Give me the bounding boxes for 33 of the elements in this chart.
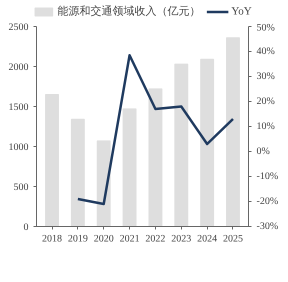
x-tick-label: 2019	[68, 234, 88, 244]
y2-tick-label: 50%	[256, 22, 275, 34]
bar	[148, 88, 162, 226]
bar	[122, 108, 137, 226]
x-tick-label: 2020	[94, 234, 114, 244]
line-series	[76, 54, 234, 206]
x-tick-label: 2021	[120, 234, 140, 244]
y-tick-label: 0	[24, 222, 28, 233]
x-tick-label: 2025	[222, 234, 243, 244]
y2-tick-label: 20%	[256, 96, 275, 107]
y-tick-label: 1500	[8, 102, 28, 113]
y-tick-label: 2000	[8, 62, 28, 73]
y-tick-label: 500	[14, 182, 28, 193]
y2-tick-label: 0%	[256, 146, 270, 157]
legend-label: YoY	[231, 5, 252, 17]
y2-tick-label: -10%	[256, 171, 278, 182]
bar	[174, 64, 188, 226]
y2-tick-label: -20%	[256, 196, 278, 207]
bar	[70, 118, 85, 226]
bar	[226, 37, 240, 226]
bar	[45, 94, 59, 226]
y2-tick-label: 30%	[256, 71, 275, 82]
y2-tick-label: -30%	[256, 221, 278, 232]
x-tick-label: 2018	[42, 234, 62, 244]
y2-tick-label: 40%	[256, 46, 275, 57]
x-tick-label: 2024	[197, 234, 218, 244]
y2-tick-label: 10%	[256, 121, 275, 132]
x-tick-label: 2022	[145, 234, 166, 244]
legend-label: 能源和交通领域收入（亿元）	[57, 4, 200, 18]
y-tick-label: 1000	[8, 142, 28, 153]
x-tick-label: 2023	[171, 234, 192, 244]
y-tick-label: 2500	[8, 22, 28, 33]
bar	[200, 58, 214, 226]
